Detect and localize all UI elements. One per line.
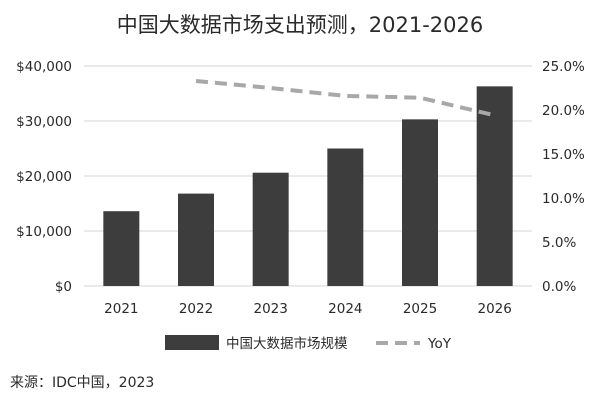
y-axis-right: 0.0% 5.0% 10.0% 15.0% 20.0% 25.0% — [542, 59, 585, 295]
y-right-tick-label: 5.0% — [542, 235, 576, 251]
y-axis-left: $0 $10,000 $20,000 $30,000 $40,000 — [16, 59, 72, 295]
yoy-series — [195, 79, 496, 118]
y-left-tick-label: $10,000 — [16, 224, 72, 240]
y-right-tick-label: 0.0% — [542, 279, 576, 295]
yoy-line — [195, 79, 496, 118]
bar-2024 — [327, 148, 364, 286]
y-right-tick-label: 25.0% — [542, 59, 585, 75]
bar-2022 — [178, 193, 214, 286]
y-right-tick-label: 15.0% — [542, 147, 585, 163]
legend-label-bar: 中国大数据市场规模 — [226, 335, 348, 352]
y-left-tick-label: $30,000 — [16, 114, 72, 130]
x-tick-label: 2023 — [253, 301, 287, 317]
x-tick-label: 2022 — [179, 301, 213, 317]
y-left-tick-label: $40,000 — [16, 59, 72, 75]
x-tick-label: 2021 — [104, 301, 138, 317]
x-tick-label: 2025 — [403, 301, 437, 317]
y-right-tick-label: 10.0% — [542, 191, 585, 207]
source-note: 来源：IDC中国，2023 — [10, 375, 154, 391]
bar-2026 — [476, 86, 513, 286]
y-left-tick-label: $20,000 — [16, 169, 72, 185]
legend-swatch-bar — [165, 335, 219, 350]
bar-2025 — [402, 119, 438, 286]
bar-2021 — [103, 211, 140, 286]
x-tick-label: 2024 — [328, 301, 362, 317]
chart-title: 中国大数据市场支出预测，2021-2026 — [117, 13, 483, 37]
gridlines — [84, 65, 532, 287]
legend-label-line: YoY — [427, 336, 452, 352]
y-right-tick-label: 20.0% — [542, 103, 585, 119]
x-axis: 2021 2022 2023 2024 2025 2026 — [104, 301, 512, 317]
legend: 中国大数据市场规模 YoY — [165, 335, 452, 352]
y-left-tick-label: $0 — [55, 279, 72, 295]
bar-2023 — [252, 172, 289, 286]
x-tick-label: 2026 — [477, 301, 511, 317]
bar-series — [103, 86, 513, 286]
